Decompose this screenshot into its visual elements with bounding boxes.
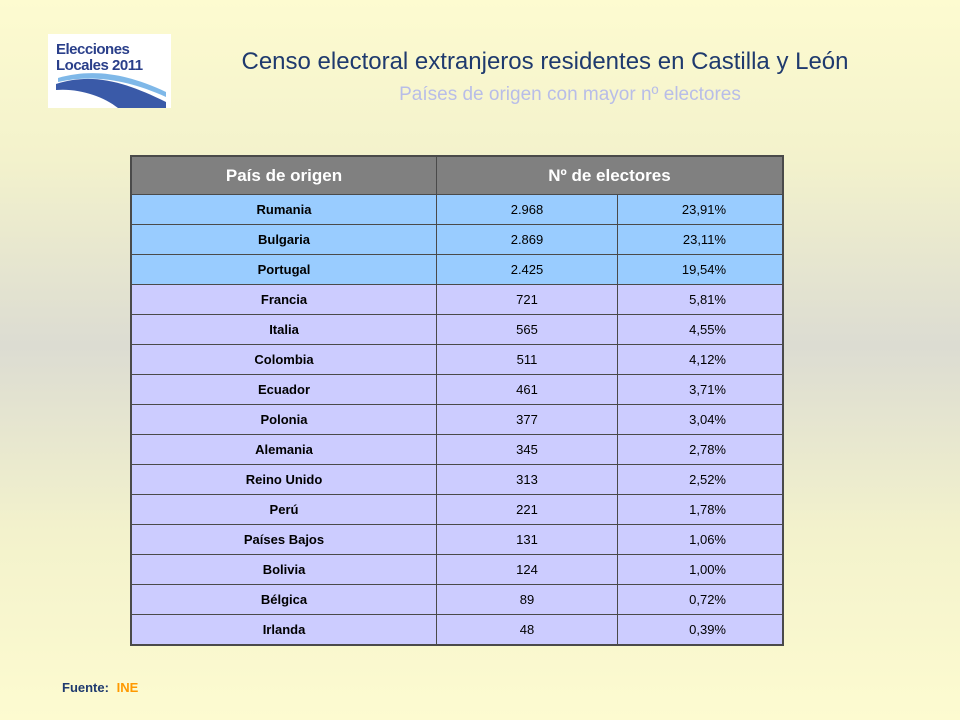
cell-country: Perú xyxy=(130,494,437,525)
cell-percent: 0,39% xyxy=(617,614,784,646)
elecciones-logo: Elecciones Locales 2011 xyxy=(48,34,171,108)
cell-electors: 345 xyxy=(436,434,618,465)
source-label: Fuente: xyxy=(62,680,109,695)
cell-country: Bélgica xyxy=(130,584,437,615)
source-value: INE xyxy=(116,680,139,695)
cell-country: Países Bajos xyxy=(130,524,437,555)
cell-percent: 2,78% xyxy=(617,434,784,465)
table-row: Países Bajos 131 1,06% xyxy=(130,524,784,555)
cell-electors: 124 xyxy=(436,554,618,585)
cell-country: Rumania xyxy=(130,194,437,225)
cell-percent: 19,54% xyxy=(617,254,784,285)
cell-country: Reino Unido xyxy=(130,464,437,495)
cell-country: Bolivia xyxy=(130,554,437,585)
cell-country: Colombia xyxy=(130,344,437,375)
cell-electors: 2.869 xyxy=(436,224,618,255)
table-row: Polonia 377 3,04% xyxy=(130,404,784,435)
logo-text-line2: Locales 2011 xyxy=(56,57,143,74)
cell-country: Polonia xyxy=(130,404,437,435)
cell-percent: 4,55% xyxy=(617,314,784,345)
cell-percent: 23,11% xyxy=(617,224,784,255)
cell-country: Irlanda xyxy=(130,614,437,646)
logo-text-line1: Elecciones xyxy=(56,41,130,58)
cell-electors: 131 xyxy=(436,524,618,555)
cell-country: Ecuador xyxy=(130,374,437,405)
cell-percent: 1,00% xyxy=(617,554,784,585)
cell-electors: 221 xyxy=(436,494,618,525)
cell-percent: 0,72% xyxy=(617,584,784,615)
electors-table: País de origen Nº de electores Rumania 2.… xyxy=(130,155,784,646)
table-row: Rumania 2.968 23,91% xyxy=(130,194,784,225)
table-row: Irlanda 48 0,39% xyxy=(130,614,784,646)
cell-electors: 313 xyxy=(436,464,618,495)
cell-electors: 721 xyxy=(436,284,618,315)
cell-electors: 2.968 xyxy=(436,194,618,225)
table-row: Italia 565 4,55% xyxy=(130,314,784,345)
header-country: País de origen xyxy=(130,155,437,195)
table-row: Bulgaria 2.869 23,11% xyxy=(130,224,784,255)
table-header-row: País de origen Nº de electores xyxy=(130,155,784,195)
cell-percent: 3,04% xyxy=(617,404,784,435)
cell-electors: 89 xyxy=(436,584,618,615)
cell-electors: 48 xyxy=(436,614,618,646)
cell-electors: 565 xyxy=(436,314,618,345)
cell-percent: 3,71% xyxy=(617,374,784,405)
cell-country: Bulgaria xyxy=(130,224,437,255)
header-electors: Nº de electores xyxy=(436,155,784,195)
cell-electors: 511 xyxy=(436,344,618,375)
table-row: Portugal 2.425 19,54% xyxy=(130,254,784,285)
table-row: Bélgica 89 0,72% xyxy=(130,584,784,615)
cell-country: Portugal xyxy=(130,254,437,285)
cell-country: Italia xyxy=(130,314,437,345)
table-row: Bolivia 124 1,00% xyxy=(130,554,784,585)
cell-percent: 5,81% xyxy=(617,284,784,315)
cell-electors: 377 xyxy=(436,404,618,435)
table-row: Reino Unido 313 2,52% xyxy=(130,464,784,495)
cell-percent: 4,12% xyxy=(617,344,784,375)
table-row: Ecuador 461 3,71% xyxy=(130,374,784,405)
cell-country: Alemania xyxy=(130,434,437,465)
cell-percent: 1,06% xyxy=(617,524,784,555)
table-row: Alemania 345 2,78% xyxy=(130,434,784,465)
table-row: Colombia 511 4,12% xyxy=(130,344,784,375)
cell-electors: 2.425 xyxy=(436,254,618,285)
table-row: Perú 221 1,78% xyxy=(130,494,784,525)
source-note: Fuente: INE xyxy=(62,680,138,695)
cell-percent: 2,52% xyxy=(617,464,784,495)
cell-electors: 461 xyxy=(436,374,618,405)
cell-percent: 1,78% xyxy=(617,494,784,525)
page-subtitle: Países de origen con mayor nº electores xyxy=(399,84,741,105)
cell-country: Francia xyxy=(130,284,437,315)
cell-percent: 23,91% xyxy=(617,194,784,225)
logo-swoosh-graphic xyxy=(56,73,166,108)
page-title: Censo electoral extranjeros residentes e… xyxy=(241,48,849,75)
table-row: Francia 721 5,81% xyxy=(130,284,784,315)
